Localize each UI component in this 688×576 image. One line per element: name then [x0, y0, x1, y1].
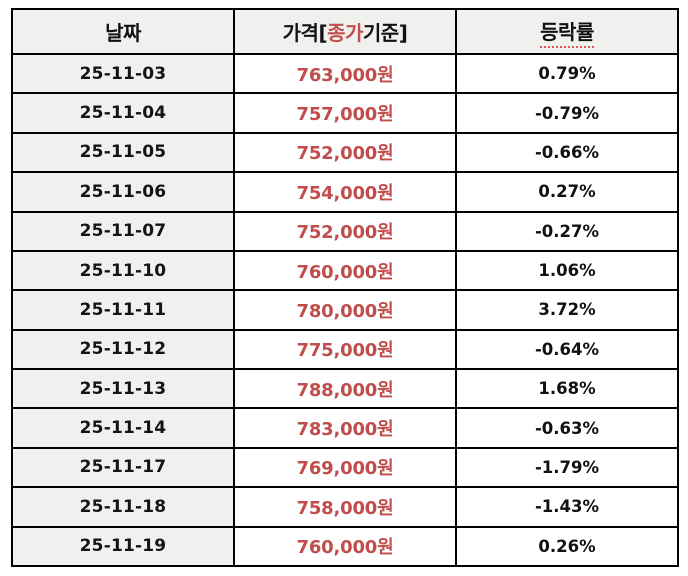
table-row: 25-11-11 780,000원 3.72% [11, 289, 679, 331]
price-cell: 783,000원 [233, 407, 457, 449]
table-row: 25-11-06 754,000원 0.27% [11, 171, 679, 213]
table-row: 25-11-14 783,000원 -0.63% [11, 407, 679, 449]
change-cell: 0.26% [455, 525, 679, 567]
price-cell: 754,000원 [233, 171, 457, 213]
price-cell: 775,000원 [233, 328, 457, 371]
date-cell: 25-11-03 [11, 52, 235, 95]
change-cell: 3.72% [455, 289, 679, 331]
price-cell: 763,000원 [233, 52, 457, 95]
header-change-label: 등락률 [540, 16, 594, 48]
change-cell: -1.79% [455, 446, 679, 489]
table-row: 25-11-12 775,000원 -0.64% [11, 328, 679, 371]
change-cell: 0.27% [455, 171, 679, 213]
date-cell: 25-11-05 [11, 131, 235, 174]
header-price-highlight: 종가 [327, 21, 363, 45]
table-row: 25-11-19 760,000원 0.26% [11, 525, 679, 567]
table-body: 25-11-03 763,000원 0.79% 25-11-04 757,000… [11, 52, 679, 567]
date-cell: 25-11-06 [11, 171, 235, 213]
table-header: 날짜 가격[종가기준] 등락률 [11, 8, 679, 55]
date-cell: 25-11-04 [11, 92, 235, 134]
header-price-prefix: 가격[ [282, 21, 328, 45]
date-cell: 25-11-17 [11, 446, 235, 489]
change-cell: -0.79% [455, 92, 679, 134]
price-cell: 758,000원 [233, 486, 457, 528]
price-cell: 780,000원 [233, 289, 457, 331]
header-change: 등락률 [455, 8, 679, 55]
table-row: 25-11-10 760,000원 1.06% [11, 249, 679, 292]
date-cell: 25-11-18 [11, 486, 235, 528]
table-row: 25-11-18 758,000원 -1.43% [11, 486, 679, 528]
price-cell: 752,000원 [233, 210, 457, 252]
date-cell: 25-11-12 [11, 328, 235, 371]
header-date: 날짜 [11, 8, 235, 55]
change-cell: 1.68% [455, 367, 679, 410]
price-cell: 752,000원 [233, 131, 457, 174]
table-row: 25-11-17 769,000원 -1.79% [11, 446, 679, 489]
change-cell: -1.43% [455, 486, 679, 528]
price-cell: 769,000원 [233, 446, 457, 489]
change-cell: -0.27% [455, 210, 679, 252]
change-cell: 1.06% [455, 249, 679, 292]
date-cell: 25-11-13 [11, 367, 235, 410]
header-date-label: 날짜 [105, 21, 141, 45]
change-cell: -0.63% [455, 407, 679, 449]
table-row: 25-11-05 752,000원 -0.66% [11, 131, 679, 174]
change-cell: -0.66% [455, 131, 679, 174]
date-cell: 25-11-19 [11, 525, 235, 567]
table-row: 25-11-03 763,000원 0.79% [11, 52, 679, 95]
change-cell: 0.79% [455, 52, 679, 95]
price-cell: 788,000원 [233, 367, 457, 410]
date-cell: 25-11-14 [11, 407, 235, 449]
change-cell: -0.64% [455, 328, 679, 371]
table-row: 25-11-13 788,000원 1.68% [11, 367, 679, 410]
date-cell: 25-11-07 [11, 210, 235, 252]
table-row: 25-11-07 752,000원 -0.27% [11, 210, 679, 252]
price-cell: 760,000원 [233, 249, 457, 292]
date-cell: 25-11-11 [11, 289, 235, 331]
header-row: 날짜 가격[종가기준] 등락률 [11, 8, 679, 55]
stock-price-table-container: 날짜 가격[종가기준] 등락률 25-11-03 763,000원 0.79% … [11, 8, 679, 567]
date-cell: 25-11-10 [11, 249, 235, 292]
header-price-suffix: 기준] [362, 21, 408, 45]
stock-price-table: 날짜 가격[종가기준] 등락률 25-11-03 763,000원 0.79% … [11, 8, 679, 567]
price-cell: 757,000원 [233, 92, 457, 134]
table-row: 25-11-04 757,000원 -0.79% [11, 92, 679, 134]
price-cell: 760,000원 [233, 525, 457, 567]
header-price: 가격[종가기준] [233, 8, 457, 55]
